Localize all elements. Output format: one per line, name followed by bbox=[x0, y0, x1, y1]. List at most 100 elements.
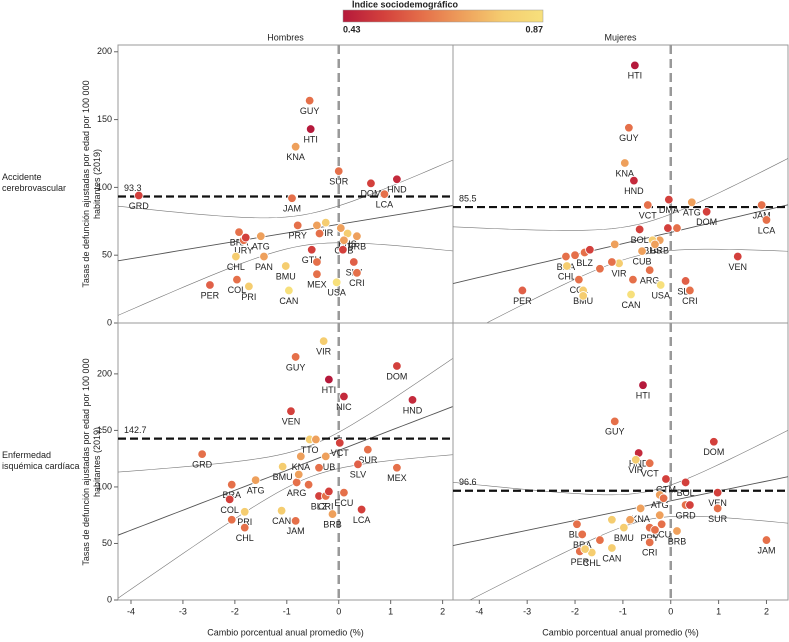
y-tick-label: 200 bbox=[97, 368, 112, 378]
x-tick-label: 2 bbox=[764, 606, 769, 616]
point bbox=[293, 220, 303, 231]
point bbox=[241, 232, 251, 243]
point bbox=[334, 166, 344, 176]
point-label: BLZ bbox=[311, 501, 328, 511]
point bbox=[680, 276, 691, 286]
point-label: PER bbox=[571, 557, 590, 567]
point-label: HND bbox=[387, 185, 407, 195]
y-tick-label: 150 bbox=[97, 425, 112, 435]
point-label: ECU bbox=[334, 498, 353, 508]
point bbox=[392, 463, 402, 473]
point bbox=[756, 200, 767, 210]
point bbox=[134, 190, 144, 201]
point-label: BOL bbox=[631, 235, 649, 245]
point-label: JAM bbox=[287, 526, 305, 536]
point bbox=[349, 257, 359, 267]
point-label: DOM bbox=[696, 217, 717, 227]
point bbox=[338, 245, 348, 255]
point bbox=[644, 537, 655, 548]
x-tick-label: -1 bbox=[619, 606, 627, 616]
point-label: BRB bbox=[668, 536, 687, 546]
point bbox=[321, 451, 331, 462]
x-tick-label: -2 bbox=[571, 606, 579, 616]
x-tick-label: 1 bbox=[388, 606, 393, 616]
point-label: BMU bbox=[273, 472, 293, 482]
point bbox=[281, 261, 291, 271]
point bbox=[284, 285, 294, 296]
point bbox=[610, 239, 620, 250]
point bbox=[709, 437, 719, 447]
point bbox=[331, 277, 342, 288]
point bbox=[240, 507, 250, 517]
point bbox=[626, 289, 636, 300]
panel bbox=[452, 322, 789, 601]
point-label: VIR bbox=[316, 346, 332, 356]
point bbox=[607, 257, 617, 267]
point bbox=[231, 251, 241, 262]
point-label: GUY bbox=[605, 427, 625, 437]
point-label: PRI bbox=[241, 292, 256, 302]
point bbox=[256, 231, 266, 241]
point-label: HND bbox=[403, 405, 423, 415]
x-axis-label: Cambio porcentual anual promedio (%) bbox=[542, 627, 699, 637]
point bbox=[227, 479, 237, 490]
point bbox=[227, 515, 237, 525]
point-label: USA bbox=[327, 288, 346, 298]
point-label: CAN bbox=[272, 516, 291, 526]
x-tick-label: 2 bbox=[440, 606, 445, 616]
point-label: BRA bbox=[573, 540, 592, 550]
point-label: CHL bbox=[583, 558, 601, 568]
point bbox=[562, 261, 572, 271]
fit-line bbox=[453, 204, 788, 284]
point-label: NIC bbox=[336, 402, 352, 412]
point bbox=[635, 503, 646, 514]
point-label: KNA bbox=[292, 462, 311, 472]
point-label: BMU bbox=[276, 271, 296, 281]
point bbox=[701, 207, 712, 217]
point-label: LCA bbox=[758, 225, 776, 235]
point-label: VEN bbox=[282, 417, 301, 427]
point bbox=[663, 223, 673, 233]
point bbox=[561, 251, 571, 262]
point bbox=[664, 194, 674, 205]
ci-lower bbox=[118, 454, 453, 599]
point bbox=[577, 529, 587, 540]
point-label: VCT bbox=[331, 448, 350, 458]
point-label: MEX bbox=[307, 280, 327, 290]
point-label: CUB bbox=[316, 462, 335, 472]
y-axis-label: Tasas de defunción ajustadas por edad po… bbox=[81, 357, 102, 566]
point bbox=[407, 395, 418, 405]
point-label: GUY bbox=[286, 362, 306, 372]
x-tick-label: 0 bbox=[336, 606, 341, 616]
point bbox=[197, 449, 207, 459]
reference-label: 142.7 bbox=[124, 425, 147, 435]
x-tick-label: -3 bbox=[179, 606, 187, 616]
point-label: VIR bbox=[628, 465, 644, 475]
point-label: BRB bbox=[323, 519, 342, 529]
point-label: SLV bbox=[350, 470, 366, 480]
point-label: ATG bbox=[683, 208, 701, 218]
point-label: BOL bbox=[677, 488, 695, 498]
point-label: BHS bbox=[338, 239, 357, 249]
row-label: Accidente cerebrovascular bbox=[2, 172, 67, 193]
legend-tick: 0.43 bbox=[343, 24, 361, 34]
point-label: SUR bbox=[708, 514, 728, 524]
x-tick-label: -2 bbox=[231, 606, 239, 616]
point bbox=[304, 95, 315, 106]
point bbox=[336, 223, 346, 233]
point bbox=[630, 60, 640, 71]
point-label: CAN bbox=[602, 553, 621, 563]
point-label: PRI bbox=[237, 517, 252, 527]
point bbox=[578, 291, 588, 301]
point-label: ATG bbox=[252, 242, 270, 252]
point bbox=[607, 515, 617, 525]
point-label: VCT bbox=[641, 469, 660, 479]
fit-line bbox=[118, 406, 453, 536]
y-tick-label: 50 bbox=[102, 250, 112, 260]
point-label: LCA bbox=[353, 515, 371, 525]
point-label: KNA bbox=[616, 168, 635, 178]
point bbox=[311, 434, 321, 445]
point-label: DMA bbox=[659, 205, 679, 215]
